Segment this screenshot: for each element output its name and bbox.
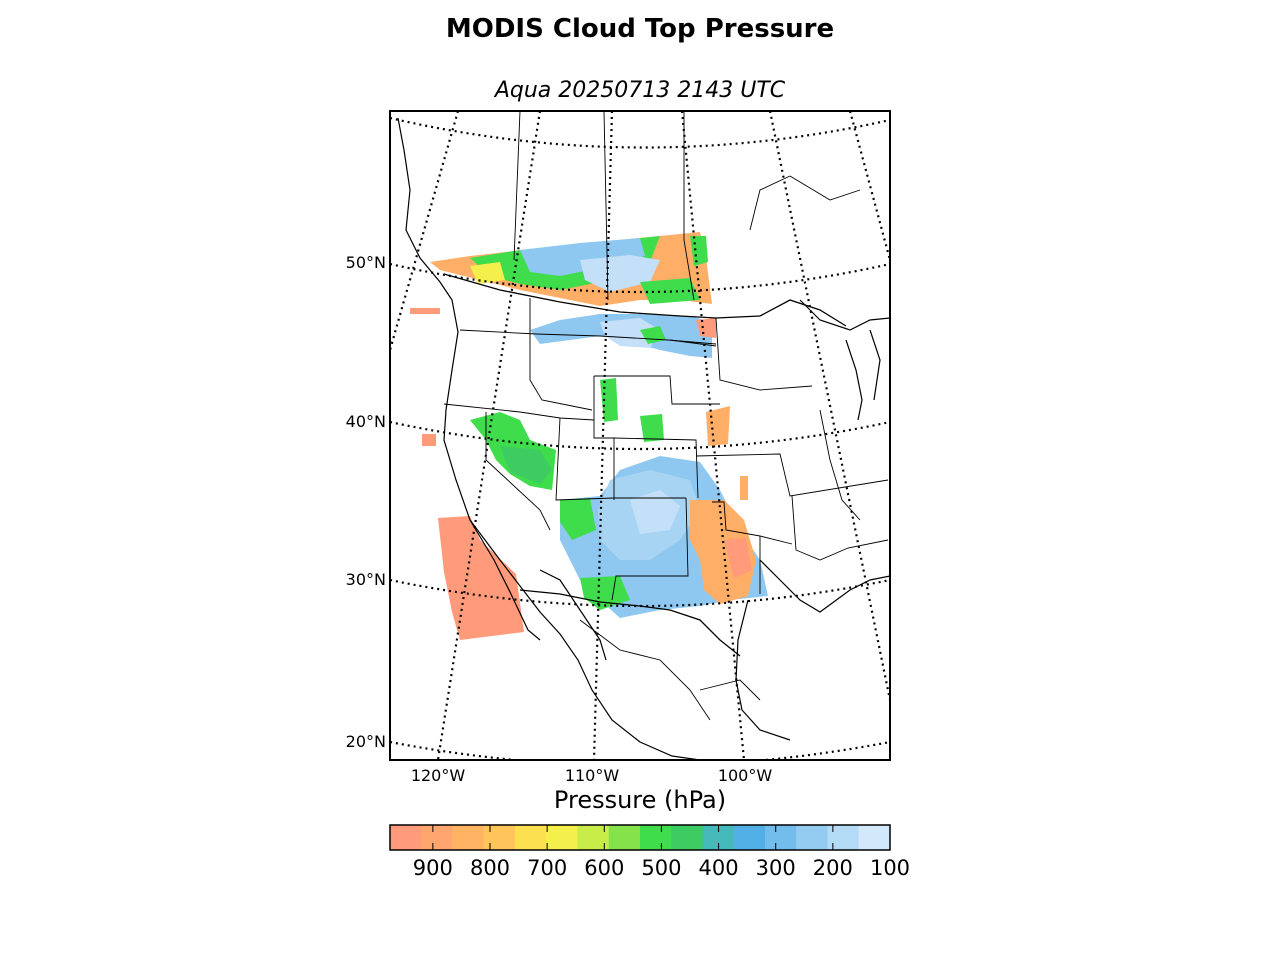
parallel-20n	[390, 740, 890, 760]
parallel-30n	[390, 578, 890, 608]
map-frame	[389, 110, 891, 761]
lat-label-30n: 30°N	[345, 570, 386, 589]
lat-label-20n: 20°N	[345, 732, 386, 751]
colorbar-ticks	[432, 825, 891, 850]
colorbar-band	[733, 825, 766, 850]
colorbar-band	[390, 825, 422, 850]
lat-label-50n: 50°N	[345, 253, 386, 272]
map-area	[390, 111, 890, 760]
colorbar-band	[765, 825, 797, 850]
colorbar-band	[546, 825, 578, 850]
colorbar-tick-label: 500	[641, 856, 682, 880]
state-borders	[443, 111, 889, 721]
colorbar-tick-label: 600	[584, 856, 625, 880]
colorbar-band	[421, 825, 453, 850]
figure-title: MODIS Cloud Top Pressure	[445, 14, 835, 44]
cloud-swath-montana	[530, 314, 716, 358]
lon-label-110w: 110°W	[564, 766, 620, 785]
colorbar-band	[796, 825, 828, 850]
colorbar-tick-label: 400	[698, 856, 739, 880]
meridian-130w	[390, 111, 460, 351]
lon-label-100w: 100°W	[717, 766, 773, 785]
colorbar-band	[608, 825, 641, 850]
meridian-110w	[592, 111, 614, 760]
coastlines	[397, 117, 890, 760]
colorbar-band	[827, 825, 860, 850]
colorbar-tick-label: 100	[869, 856, 911, 880]
colorbar-tick-label: 300	[755, 856, 796, 880]
meridian-90w	[768, 111, 890, 701]
meridian-100w	[680, 111, 746, 760]
colorbar-tick-label: 200	[812, 856, 853, 880]
colorbar-band	[483, 825, 516, 850]
figure-subtitle: Aqua 20250713 2143 UTC	[494, 78, 786, 103]
colorbar-tick-label: 800	[469, 856, 511, 880]
parallel-40n	[390, 420, 890, 451]
colorbar-band	[640, 825, 672, 850]
cloud-swath-southwest	[560, 456, 768, 618]
colorbar-band	[671, 825, 703, 850]
lon-label-120w: 120°W	[410, 766, 466, 785]
colorbar	[389, 824, 891, 851]
graticule	[390, 111, 890, 760]
colorbar-tick-label: 900	[412, 856, 453, 880]
cloud-swath-baja	[422, 434, 524, 640]
colorbar-tick-label: 700	[527, 856, 568, 880]
colorbar-label: Pressure (hPa)	[553, 786, 727, 814]
meridian-120w	[436, 111, 542, 760]
colorbar-band	[858, 825, 891, 850]
parallel-60n	[390, 116, 890, 149]
colorbar-band	[452, 825, 485, 850]
meridian-80w	[848, 111, 890, 261]
colorbar-band	[515, 825, 547, 850]
lat-label-40n: 40°N	[345, 412, 386, 431]
cloud-swath-north	[410, 232, 712, 314]
parallel-50n	[390, 262, 890, 294]
